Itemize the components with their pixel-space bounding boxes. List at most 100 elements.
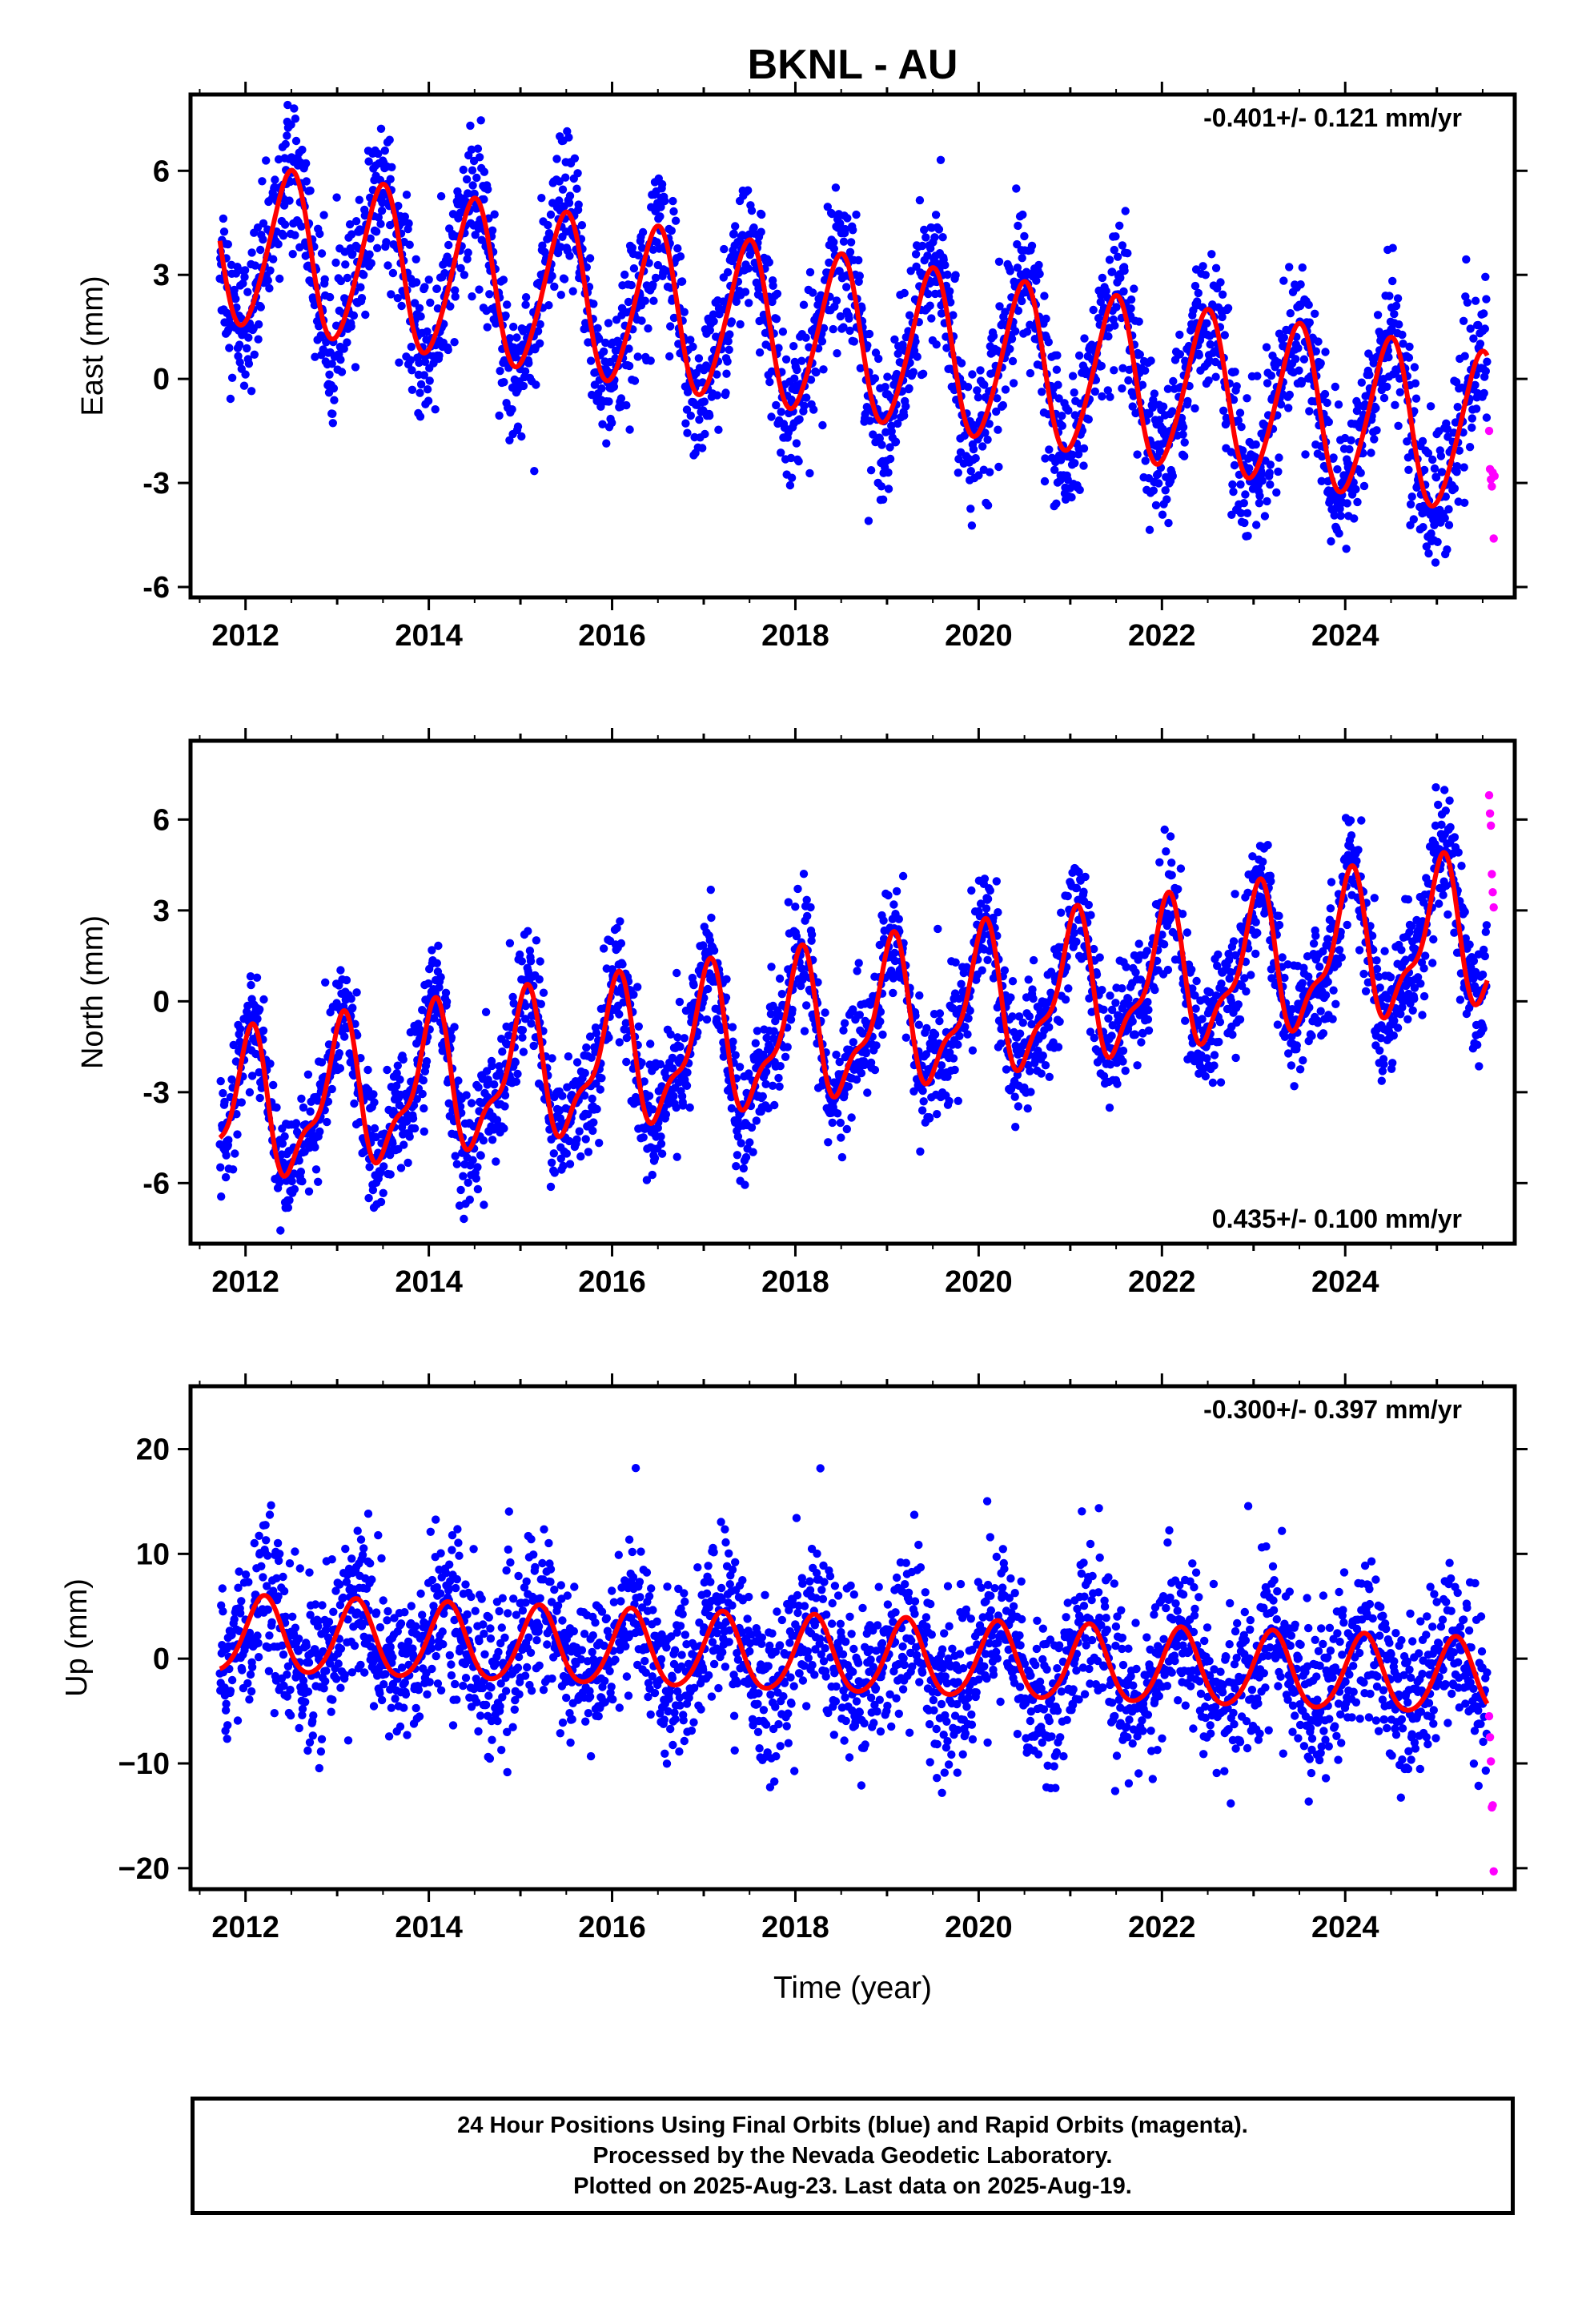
data-point	[500, 1102, 509, 1111]
data-point	[1345, 444, 1354, 454]
data-point	[624, 344, 633, 353]
y-tick-label: -3	[143, 467, 170, 501]
data-point	[1394, 421, 1403, 430]
data-point	[498, 1047, 507, 1056]
data-point	[230, 285, 239, 295]
data-point	[586, 356, 596, 365]
data-point	[512, 1077, 521, 1086]
data-point	[1216, 278, 1225, 287]
data-point	[1001, 308, 1010, 316]
data-point	[1097, 361, 1106, 371]
data-point	[536, 999, 545, 1009]
data-point	[1353, 497, 1362, 507]
data-point	[921, 233, 930, 242]
data-point	[574, 200, 583, 209]
data-point	[787, 473, 797, 482]
data-point	[775, 974, 785, 983]
data-point	[424, 275, 433, 284]
data-point	[1471, 296, 1480, 305]
data-point	[1038, 1051, 1048, 1060]
data-point	[879, 916, 888, 925]
data-point	[1188, 984, 1197, 993]
data-point	[932, 340, 941, 349]
data-point	[1118, 984, 1126, 993]
data-point	[1174, 885, 1182, 894]
data-point	[239, 381, 249, 390]
data-point	[1163, 965, 1173, 975]
data-point	[490, 210, 499, 219]
data-point	[480, 1200, 488, 1209]
data-point	[976, 366, 985, 375]
data-point	[1133, 450, 1142, 459]
data-point	[418, 1089, 427, 1099]
data-point	[589, 300, 598, 308]
data-point	[656, 1140, 666, 1148]
data-point	[1014, 1012, 1024, 1021]
data-point	[1295, 366, 1303, 375]
data-point	[974, 393, 983, 402]
data-point	[689, 342, 697, 352]
data-point	[468, 292, 476, 301]
data-point	[280, 220, 290, 229]
data-point	[1144, 1026, 1154, 1035]
data-point	[568, 287, 577, 296]
data-point	[1235, 408, 1245, 417]
data-point	[863, 1088, 872, 1097]
data-point	[905, 311, 914, 320]
data-point	[1180, 452, 1189, 460]
data-point	[408, 1114, 418, 1123]
data-point	[1252, 521, 1261, 529]
data-point	[376, 1197, 386, 1207]
data-point	[625, 425, 634, 434]
data-point	[1426, 402, 1435, 411]
data-point	[405, 240, 414, 249]
data-point	[555, 196, 564, 205]
data-point	[1162, 847, 1170, 856]
data-point	[852, 210, 861, 219]
data-point	[1443, 545, 1452, 554]
data-point	[1106, 1060, 1115, 1069]
data-point	[1145, 409, 1154, 418]
data-point	[806, 376, 816, 384]
data-point	[1455, 446, 1464, 455]
data-point	[276, 1226, 285, 1235]
data-point	[1229, 937, 1239, 946]
data-point	[747, 206, 757, 215]
data-point	[1294, 344, 1303, 352]
data-point	[484, 1092, 492, 1102]
data-point	[699, 941, 708, 950]
data-point	[667, 226, 676, 235]
data-point	[371, 227, 381, 236]
data-point	[244, 333, 253, 342]
data-point	[978, 966, 986, 975]
data-point	[786, 453, 796, 463]
data-point	[998, 400, 1008, 410]
data-point	[259, 1026, 268, 1035]
data-point	[315, 229, 324, 239]
data-point	[395, 358, 404, 367]
data-point	[744, 186, 753, 195]
data-point	[327, 1084, 336, 1094]
data-point	[772, 400, 781, 410]
data-point	[981, 428, 990, 437]
data-point	[836, 219, 845, 228]
data-point	[480, 195, 488, 204]
data-point	[434, 941, 443, 951]
data-point	[564, 199, 574, 207]
data-point	[580, 1068, 589, 1078]
data-point	[872, 1041, 881, 1050]
data-point	[916, 1147, 925, 1156]
data-point	[1037, 1069, 1046, 1078]
data-point	[887, 427, 896, 436]
data-point	[769, 1027, 778, 1035]
y-axis-label: East (mm)	[76, 275, 110, 416]
data-point	[839, 323, 848, 332]
data-point	[1054, 1043, 1063, 1051]
data-point	[257, 1084, 266, 1092]
data-point	[1006, 344, 1014, 353]
data-point	[1373, 311, 1383, 320]
data-point	[1178, 430, 1187, 439]
data-point	[1001, 385, 1010, 394]
data-point	[1228, 480, 1237, 489]
data-point	[386, 175, 395, 183]
